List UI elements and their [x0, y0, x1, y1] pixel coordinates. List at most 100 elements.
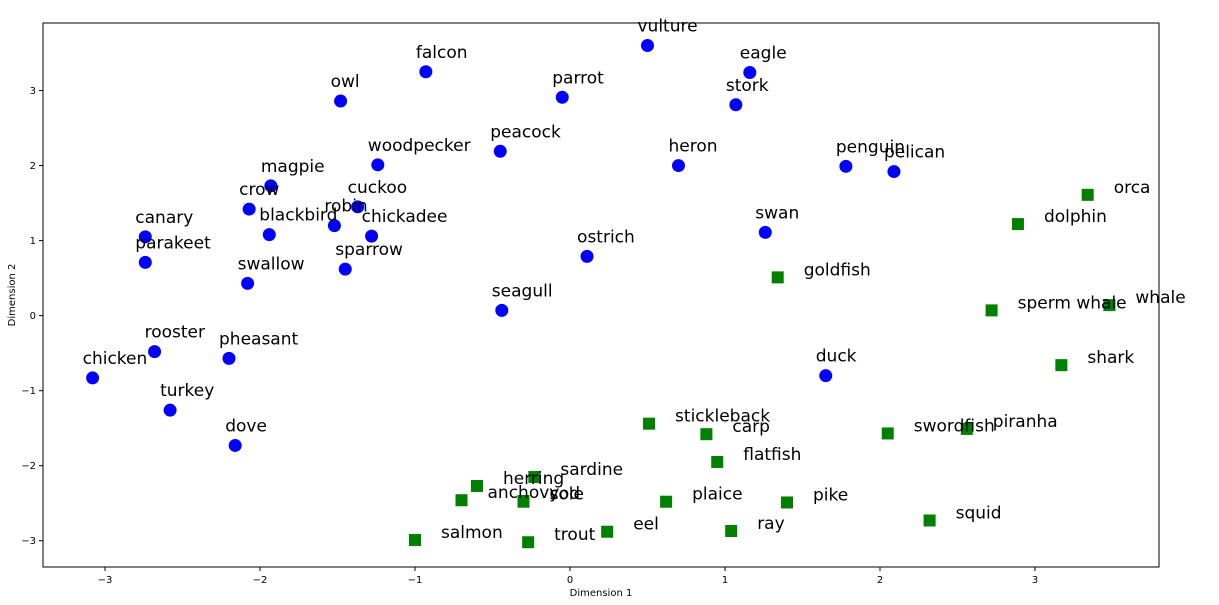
point-label-duck: duck: [816, 347, 857, 367]
point-label-ostrich: ostrich: [577, 227, 635, 247]
bird-point-blackbird: [262, 228, 276, 242]
point-label-vulture: vulture: [638, 17, 698, 37]
point-label-pike: pike: [813, 485, 848, 505]
y-tick-label: −1: [21, 386, 36, 397]
bird-point-ostrich: [580, 249, 594, 263]
point-label-penguin: penguin: [836, 137, 905, 157]
y-tick-label: 1: [30, 236, 36, 247]
fish-point-stickleback: [643, 417, 656, 430]
bird-point-vulture: [641, 39, 654, 53]
fish-point-sperm-whale: [985, 304, 998, 317]
point-label-canary: canary: [135, 208, 193, 228]
fish-point-salmon: [409, 533, 421, 546]
point-label-stork: stork: [726, 76, 769, 96]
point-label-squid: squid: [956, 503, 1002, 523]
point-label-sparrow: sparrow: [335, 240, 403, 260]
fish-point-goldfish: [771, 271, 784, 284]
point-label-trout: trout: [554, 525, 595, 545]
bird-point-pelican: [887, 165, 901, 179]
fish-point-eel: [601, 525, 614, 538]
point-label-dolphin: dolphin: [1044, 207, 1107, 227]
point-label-herring: herring: [503, 469, 564, 489]
point-label-woodpecker: woodpecker: [368, 136, 471, 156]
bird-point-sparrow: [338, 262, 352, 276]
point-label-stickleback: stickleback: [675, 407, 770, 427]
fish-point-swordfish: [881, 427, 894, 440]
fish-point-pike: [781, 496, 793, 509]
bird-point-swan: [758, 225, 772, 239]
plot-area-frame: [42, 22, 1160, 568]
bird-point-cuckoo: [351, 200, 365, 214]
point-label-carp: carp: [732, 417, 770, 437]
point-label-robin: robin: [324, 197, 367, 217]
fish-point-whale: [1103, 299, 1116, 312]
point-label-plaice: plaice: [692, 485, 742, 505]
point-label-seagull: seagull: [492, 281, 553, 301]
fish-point-ray: [725, 524, 738, 537]
point-label-parakeet: parakeet: [135, 233, 211, 253]
point-label-heron: heron: [669, 137, 718, 157]
fish-point-orca: [1081, 188, 1094, 201]
y-tick-label: 3: [30, 86, 36, 97]
point-labels: vulture falcon eagle owl parrot stork woodpeck…: [83, 17, 1186, 546]
y-tick-label: −2: [21, 461, 36, 472]
point-label-swallow: swallow: [238, 254, 305, 274]
data-points: [86, 39, 1116, 549]
bird-point-owl: [334, 94, 348, 108]
bird-point-rooster: [148, 345, 162, 359]
bird-point-peacock: [493, 144, 507, 158]
bird-point-robin: [327, 219, 341, 233]
bird-point-magpie: [264, 179, 278, 193]
point-label-pelican: pelican: [884, 143, 945, 163]
point-label-sardine: sardine: [560, 460, 623, 480]
bird-point-chickadee: [365, 229, 379, 243]
bird-point-penguin: [839, 159, 853, 173]
point-label-peacock: peacock: [490, 122, 561, 142]
point-label-parrot: parrot: [552, 68, 604, 88]
bird-point-chicken: [86, 371, 100, 385]
fish-point-herring: [471, 479, 483, 492]
point-label-chickadee: chickadee: [362, 207, 448, 227]
point-label-whale: whale: [1135, 288, 1185, 308]
bird-point-pheasant: [222, 351, 236, 365]
y-axis: −3 −2 −1 0 1 2 3: [21, 86, 43, 547]
point-label-sperm-whale: sperm whale: [1018, 293, 1127, 313]
bird-point-parakeet: [138, 255, 152, 269]
point-label-magpie: magpie: [261, 157, 325, 177]
bird-point-falcon: [419, 65, 433, 79]
x-tick-label: 3: [1032, 575, 1038, 586]
x-tick-label: 0: [567, 575, 573, 586]
bird-point-heron: [672, 159, 685, 173]
x-axis: −3 −2 −1 0 1 2 3: [98, 567, 1038, 586]
point-label-cod: cod: [550, 484, 581, 504]
bird-point-crow: [242, 202, 256, 216]
fish-point-shark: [1055, 359, 1068, 372]
fish-point-dolphin: [1011, 218, 1024, 231]
point-label-dove: dove: [225, 416, 267, 436]
y-tick-label: 0: [30, 311, 36, 322]
bird-point-swallow: [241, 276, 255, 290]
point-label-chicken: chicken: [83, 349, 148, 369]
bird-point-duck: [819, 369, 833, 383]
point-label-eel: eel: [633, 515, 659, 535]
fish-point-plaice: [660, 495, 673, 508]
point-label-sole: sole: [550, 485, 584, 505]
point-label-shark: shark: [1087, 348, 1134, 368]
point-label-salmon: salmon: [441, 523, 503, 543]
point-label-rooster: rooster: [145, 323, 205, 343]
point-label-falcon: falcon: [416, 43, 468, 63]
point-label-swordfish: swordfish: [914, 416, 995, 436]
bird-point-parrot: [555, 90, 569, 104]
point-label-swan: swan: [755, 203, 799, 223]
point-label-cuckoo: cuckoo: [348, 178, 408, 198]
y-tick-label: −3: [21, 536, 36, 547]
bird-point-turkey: [163, 403, 177, 417]
point-label-crow: crow: [239, 180, 279, 200]
y-axis-label: Dimension 2: [7, 264, 18, 327]
bird-point-woodpecker: [371, 158, 385, 172]
fish-point-flatfish: [711, 455, 724, 468]
fish-point-anchovy: [455, 494, 468, 507]
bird-point-dove: [228, 438, 242, 452]
point-label-turkey: turkey: [160, 381, 214, 401]
